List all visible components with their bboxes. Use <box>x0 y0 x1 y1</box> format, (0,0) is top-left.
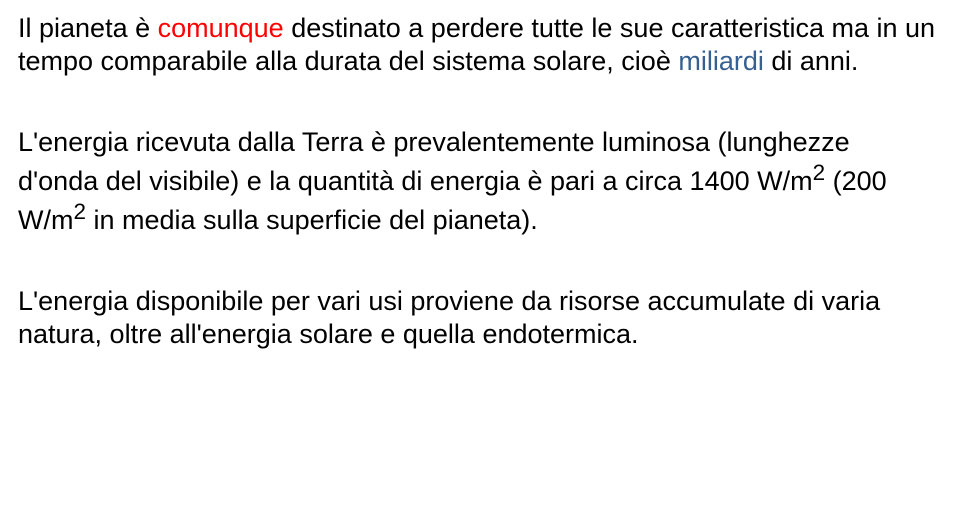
text-span: L'energia ricevuta dalla Terra è prevale… <box>18 127 850 196</box>
text-span: Il pianeta è <box>18 13 158 43</box>
superscript: 2 <box>813 160 826 185</box>
text-span: in media sulla superficie del pianeta). <box>86 205 538 235</box>
document-page: Il pianeta è comunque destinato a perder… <box>0 0 960 375</box>
paragraph-2: L'energia ricevuta dalla Terra è prevale… <box>18 126 936 237</box>
superscript: 2 <box>73 199 86 224</box>
paragraph-1: Il pianeta è comunque destinato a perder… <box>18 12 936 78</box>
text-span: di anni. <box>764 46 859 76</box>
text-span-blue: miliardi <box>678 46 764 76</box>
text-span-red: comunque <box>158 13 284 43</box>
paragraph-3: L'energia disponibile per vari usi provi… <box>18 285 936 351</box>
text-span: L'energia disponibile per vari usi provi… <box>18 286 880 349</box>
